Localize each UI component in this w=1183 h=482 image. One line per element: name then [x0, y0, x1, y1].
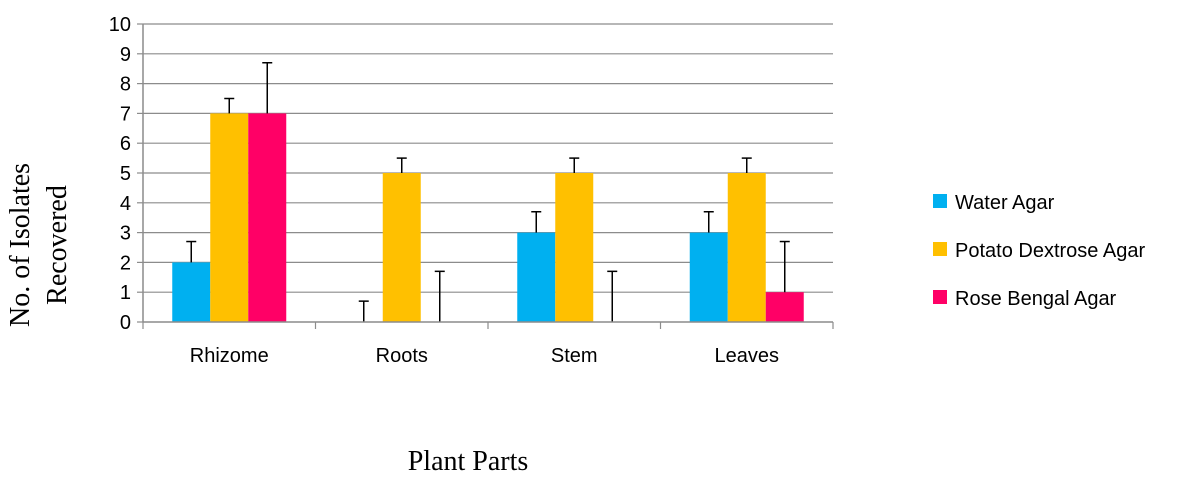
bar-rose-bengal-agar-leaves — [765, 292, 804, 322]
y-tick-label: 2 — [120, 252, 131, 274]
y-tick-labels: 0 1 2 3 4 5 6 7 8 9 10 — [109, 14, 131, 334]
bar-potato-dextrose-agar-roots — [382, 173, 421, 322]
axes — [137, 23, 834, 329]
y-axis-title-line-2: Recovered — [42, 185, 73, 305]
bar-rose-bengal-agar-rhizome — [248, 113, 287, 323]
x-axis-title: Plant Parts — [408, 446, 529, 477]
bar-water-agar-stem — [517, 232, 556, 322]
category-label-leaves: Leaves — [715, 345, 780, 367]
y-tick-label: 4 — [120, 193, 131, 215]
y-tick-label: 10 — [109, 14, 131, 36]
legend-label-water-agar: Water Agar — [955, 192, 1055, 214]
bars — [172, 61, 804, 323]
bar-potato-dextrose-agar-stem — [555, 173, 594, 322]
bar-potato-dextrose-agar-leaves — [727, 173, 766, 322]
bar-potato-dextrose-agar-rhizome — [210, 113, 249, 323]
y-tick-label: 1 — [120, 282, 131, 304]
y-tick-label: 0 — [120, 312, 131, 334]
category-label-rhizome: Rhizome — [190, 345, 269, 367]
legend-swatch-rose-bengal-agar — [933, 290, 947, 304]
category-label-roots: Roots — [376, 345, 428, 367]
y-tick-label: 9 — [120, 44, 131, 66]
y-tick-label: 7 — [120, 103, 131, 125]
y-tick-label: 5 — [120, 163, 131, 185]
y-axis-title-line-1: No. of Isolates — [5, 163, 36, 327]
legend-swatch-potato-dextrose-agar — [933, 242, 947, 256]
legend: Water Agar Potato Dextrose Agar Rose Benga… — [933, 192, 1145, 310]
bar-water-agar-leaves — [689, 232, 728, 322]
legend-swatch-water-agar — [933, 194, 947, 208]
y-tick-label: 8 — [120, 74, 131, 96]
bar-water-agar-rhizome — [172, 262, 211, 322]
category-labels: Rhizome Roots Stem Leaves — [190, 345, 779, 367]
legend-label-potato-dextrose-agar: Potato Dextrose Agar — [955, 240, 1145, 262]
y-tick-label: 3 — [120, 223, 131, 245]
y-tick-label: 6 — [120, 133, 131, 155]
legend-label-rose-bengal-agar: Rose Bengal Agar — [955, 288, 1117, 310]
category-label-stem: Stem — [551, 345, 598, 367]
